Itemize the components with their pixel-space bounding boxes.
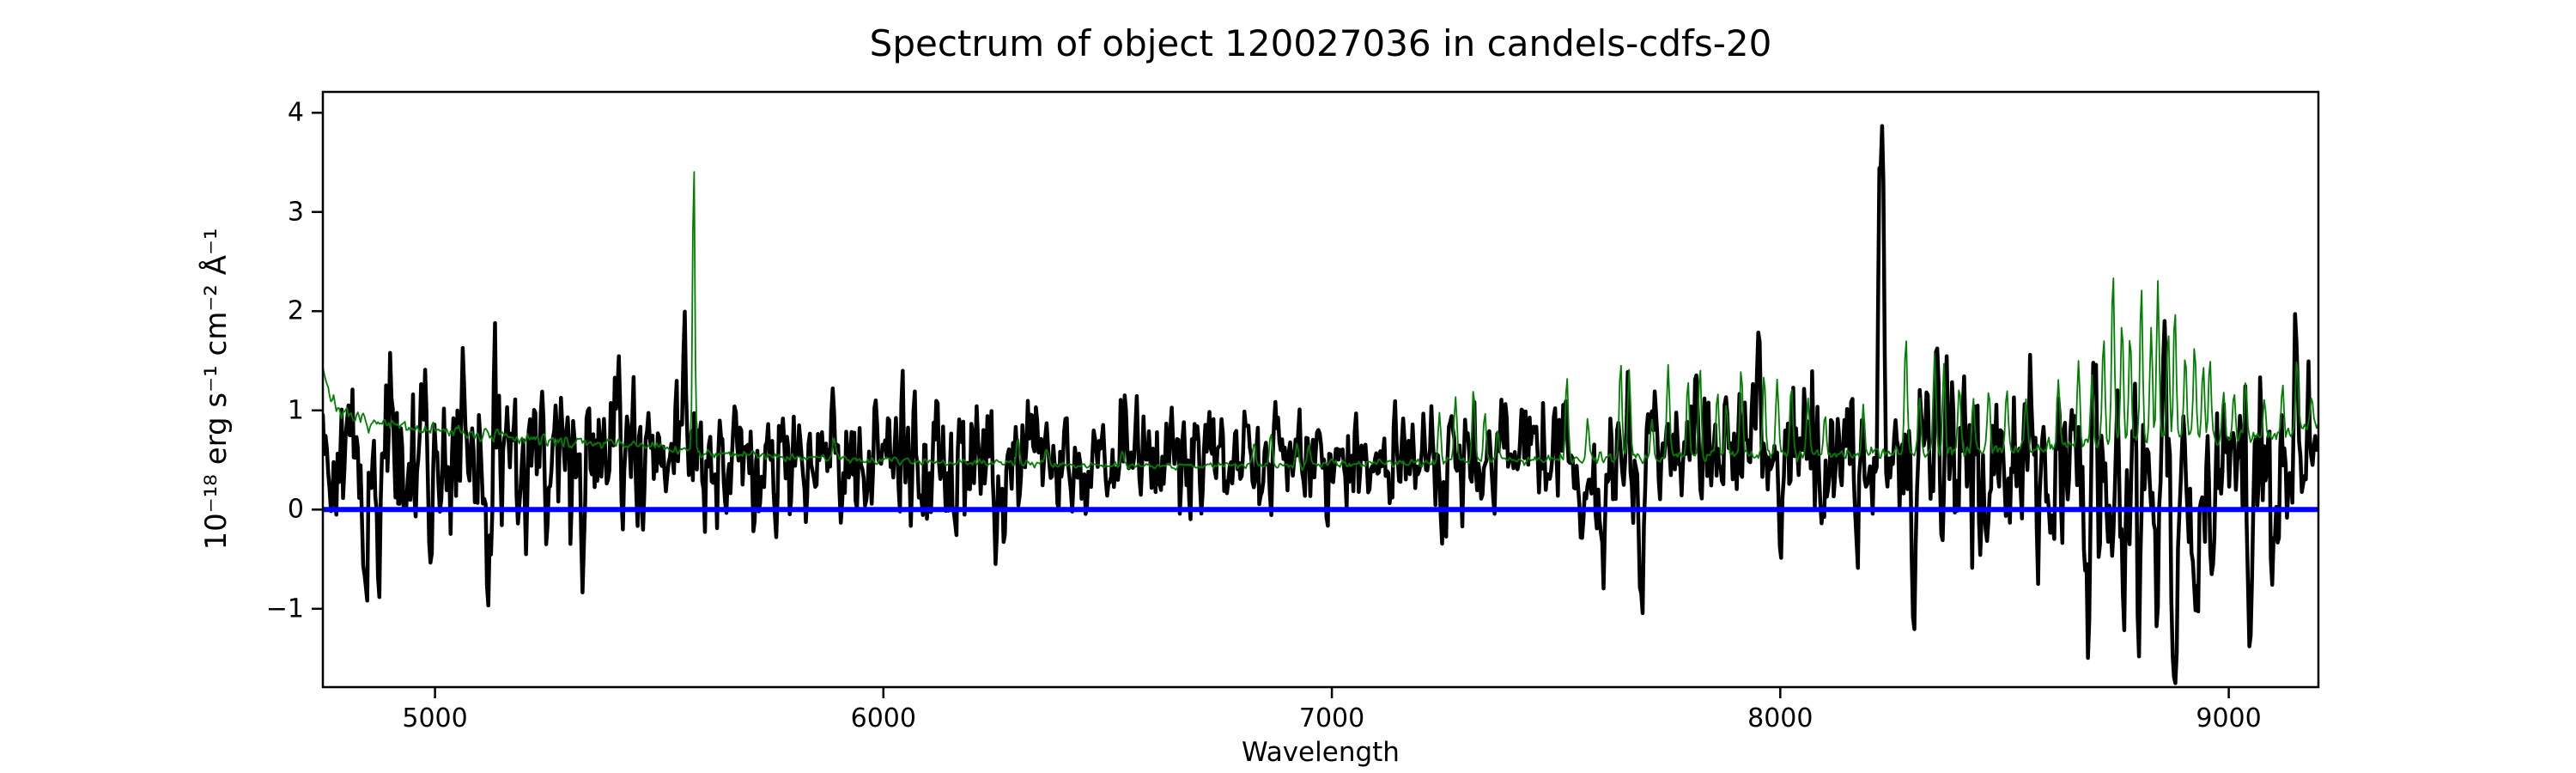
series-group — [323, 124, 2318, 685]
x-tick-label: 5000 — [402, 703, 468, 733]
x-tick-label: 8000 — [1747, 703, 1814, 733]
y-tick-label: −1 — [265, 593, 304, 624]
x-axis-label: Wavelength — [1242, 737, 1400, 768]
x-tick-label: 7000 — [1298, 703, 1365, 733]
y-tick-label: 4 — [287, 97, 304, 128]
black-noisy-spectrum — [323, 124, 2318, 685]
y-tick-label: 1 — [287, 395, 304, 426]
y-tick-label: 3 — [287, 197, 304, 228]
y-tick-label: 0 — [287, 494, 304, 525]
thin-green-line — [323, 171, 2318, 472]
x-tick-label: 9000 — [2196, 703, 2262, 733]
tick-marks — [312, 112, 2230, 698]
y-tick-label: 2 — [287, 295, 304, 326]
plot-area — [312, 90, 2320, 698]
axes-spines — [321, 90, 2320, 689]
x-tick-label: 6000 — [850, 703, 916, 733]
chart-title: Spectrum of object 120027036 in candels-… — [869, 22, 1772, 64]
